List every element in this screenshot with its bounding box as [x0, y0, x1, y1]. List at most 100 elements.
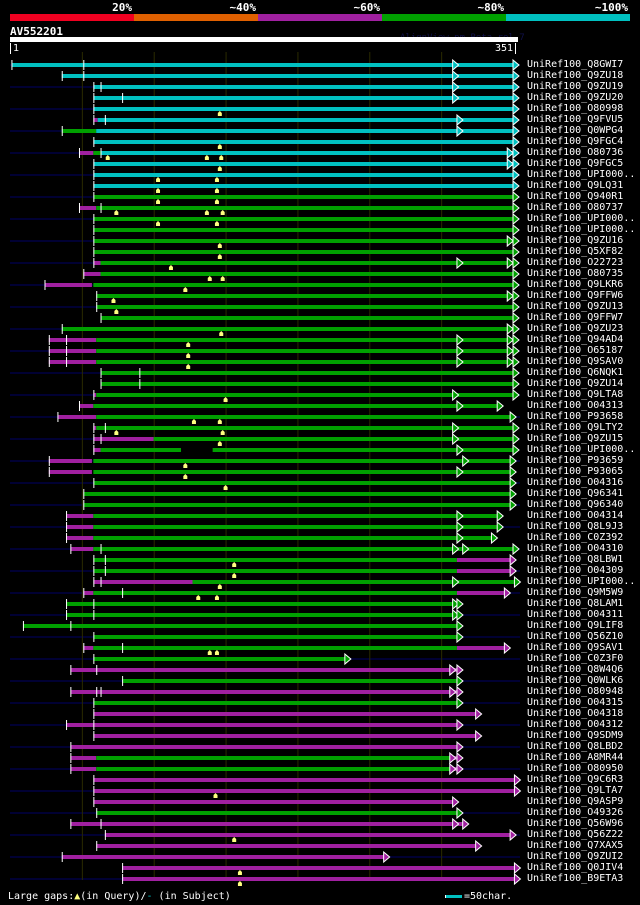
hit-label[interactable]: UniRef100_Q9LKR6 [527, 279, 624, 290]
hit-label[interactable]: UniRef100_Q0WLK6 [527, 675, 624, 686]
end-arrow-icon [496, 399, 504, 413]
hit-label[interactable]: UniRef100_O80737 [527, 202, 624, 213]
hit-label[interactable]: UniRef100_Q9ZU14 [527, 378, 624, 389]
hit-label[interactable]: UniRef100_P93659 [527, 455, 624, 466]
hit-label[interactable]: UniRef100_Q8LBW1 [527, 554, 624, 565]
hit-label[interactable]: UniRef100_Q56W96 [527, 818, 624, 829]
hit-label[interactable]: UniRef100_O04312 [527, 719, 624, 730]
hit-label[interactable]: UniRef100_Q9FGC5 [527, 158, 624, 169]
alignment-segment [96, 393, 513, 397]
hit-label[interactable]: UniRef100_Q0JIV4 [527, 862, 624, 873]
hit-label[interactable]: UniRef100_Q8LAM1 [527, 598, 624, 609]
hit-label[interactable]: UniRef100_Q9ZU15 [527, 433, 624, 444]
alignment-segment [93, 118, 98, 122]
alignment-segment [96, 206, 513, 210]
hit-label[interactable]: UniRef100_Q6NQK1 [527, 367, 624, 378]
hit-label[interactable]: UniRef100_Q9ASP9 [527, 796, 624, 807]
hit-label[interactable]: UniRef100_O04316 [527, 477, 624, 488]
hit-label[interactable]: UniRef100_Q9M5W9 [527, 587, 624, 598]
hit-label[interactable]: UniRef100_Q9LTA8 [527, 389, 624, 400]
hit-label[interactable]: UniRef100_O04315 [527, 697, 624, 708]
hit-label[interactable]: UniRef100_O49326 [527, 807, 624, 818]
hit-label[interactable]: UniRef100_P93658 [527, 411, 624, 422]
hit-label[interactable]: UniRef100_O80950 [527, 763, 624, 774]
start-tick [61, 324, 63, 334]
hit-label[interactable]: UniRef100_O80736 [527, 147, 624, 158]
hit-label[interactable]: UniRef100_O04310 [527, 543, 624, 554]
hit-label[interactable]: UniRef100_C0Z392 [527, 532, 624, 543]
hit-label[interactable]: UniRef100_Q0WPG4 [527, 125, 624, 136]
hit-label[interactable]: UniRef100_UPI000.. [527, 576, 636, 587]
hit-label[interactable]: UniRef100_C0Z3F0 [527, 653, 624, 664]
hit-label[interactable]: UniRef100_O04318 [527, 708, 624, 719]
query-gap-icon [114, 210, 119, 215]
hit-label[interactable]: UniRef100_O04311 [527, 609, 624, 620]
hit-label[interactable]: UniRef100_Q9ZU16 [527, 235, 624, 246]
hit-label[interactable]: UniRef100_UPI000.. [527, 169, 636, 180]
end-arrow-icon [512, 289, 520, 303]
hit-label[interactable]: UniRef100_Q9LTY2 [527, 422, 624, 433]
end-arrow-icon [512, 157, 520, 171]
hit-label[interactable]: UniRef100_Q56Z22 [527, 829, 624, 840]
frame-tick [66, 346, 68, 356]
hit-label[interactable]: UniRef100_Q9LIF8 [527, 620, 624, 631]
hit-label[interactable]: UniRef100_A8MR44 [527, 752, 624, 763]
hit-label[interactable]: UniRef100_O80998 [527, 103, 624, 114]
hit-label[interactable]: UniRef100_Q8L9J3 [527, 521, 624, 532]
hit-label[interactable]: UniRef100_UPI000.. [527, 444, 636, 455]
hit-label[interactable]: UniRef100_Q9FVU5 [527, 114, 624, 125]
hit-label[interactable]: UniRef100_Q8W4Q6 [527, 664, 624, 675]
hit-label[interactable]: UniRef100_Q9ZUI2 [527, 851, 624, 862]
hit-label[interactable]: UniRef100_Q9ZU13 [527, 301, 624, 312]
start-tick [93, 159, 95, 169]
hit-label[interactable]: UniRef100_Q96340 [527, 499, 624, 510]
hit-label[interactable]: UniRef100_O80735 [527, 268, 624, 279]
hit-label[interactable]: UniRef100_Q8GWI7 [527, 59, 624, 70]
hit-label[interactable]: UniRef100_UPI000.. [527, 224, 636, 235]
hit-label[interactable]: UniRef100_Q7XAX5 [527, 840, 624, 851]
hit-label[interactable]: UniRef100_O04309 [527, 565, 624, 576]
hit-label[interactable]: UniRef100_Q9SAV1 [527, 642, 624, 653]
hit-label[interactable]: UniRef100_O65187 [527, 345, 624, 356]
end-arrow-icon [456, 630, 464, 644]
hit-label[interactable]: UniRef100_Q9FGC4 [527, 136, 624, 147]
hit-label[interactable]: UniRef100_Q9LTA7 [527, 785, 624, 796]
hit-label[interactable]: UniRef100_O04314 [527, 510, 624, 521]
start-tick [93, 445, 95, 455]
hit-label[interactable]: UniRef100_O04313 [527, 400, 624, 411]
end-arrow-icon [452, 69, 460, 83]
hit-label[interactable]: UniRef100_Q5XF82 [527, 246, 624, 257]
hit-label[interactable]: UniRef100_Q9SDM9 [527, 730, 624, 741]
hit-label[interactable]: UniRef100_O80948 [527, 686, 624, 697]
end-arrow-icon [456, 608, 464, 622]
hit-label[interactable]: UniRef100_B9ETA3 [527, 873, 624, 884]
alignment-segment [93, 580, 193, 584]
end-arrow-icon [506, 256, 515, 270]
end-arrow-icon [456, 806, 464, 820]
hit-label[interactable]: UniRef100_UPI000.. [527, 213, 636, 224]
hit-label[interactable]: UniRef100_Q9SAV0 [527, 356, 624, 367]
end-arrow-icon [512, 102, 520, 116]
alignment-segment [83, 503, 511, 507]
hit-label[interactable]: UniRef100_Q9FFW6 [527, 290, 624, 301]
hit-label[interactable]: UniRef100_Q96341 [527, 488, 624, 499]
hit-label[interactable]: UniRef100_Q9ZU19 [527, 81, 624, 92]
hit-label[interactable]: UniRef100_Q9ZU23 [527, 323, 624, 334]
start-tick [78, 401, 80, 411]
hit-label[interactable]: UniRef100_Q940R1 [527, 191, 624, 202]
hit-label[interactable]: UniRef100_Q56Z10 [527, 631, 624, 642]
hit-label[interactable]: UniRef100_Q94AD4 [527, 334, 624, 345]
query-gap-icon [220, 430, 225, 435]
hit-label[interactable]: UniRef100_Q9C6R3 [527, 774, 624, 785]
hit-label[interactable]: UniRef100_Q9FFW7 [527, 312, 624, 323]
alignment-segment [93, 470, 511, 474]
hit-label[interactable]: UniRef100_O22723 [527, 257, 624, 268]
hit-label[interactable]: UniRef100_Q9LQ31 [527, 180, 624, 191]
hit-label[interactable]: UniRef100_Q9ZU20 [527, 92, 624, 103]
end-arrow-icon [456, 696, 464, 710]
hit-label[interactable]: UniRef100_Q9ZU18 [527, 70, 624, 81]
alignment-segment [70, 668, 457, 672]
hit-label[interactable]: UniRef100_Q8LBD2 [527, 741, 624, 752]
hit-label[interactable]: UniRef100_P93065 [527, 466, 624, 477]
alignment-segment [100, 448, 182, 452]
